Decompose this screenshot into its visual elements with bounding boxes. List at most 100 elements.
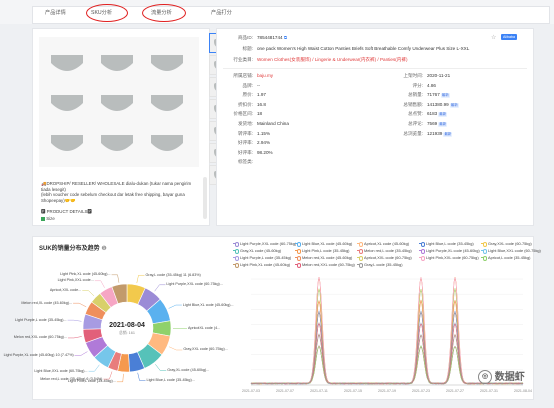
main-product-image: [39, 37, 199, 167]
sku-section-card: SUK的销量分布及趋势 ❶ 2021-08-04 总销: 161 Gray,L c…: [32, 236, 534, 400]
value-category[interactable]: Women Clothes(女装服饰) / Lingerie & Underwe…: [257, 57, 408, 63]
scrollbar[interactable]: [203, 177, 207, 219]
pie-leader-line: [169, 305, 182, 308]
size-row: Size: [41, 216, 55, 221]
pie-leader-line: [138, 373, 146, 381]
product-images-card: 🚚DROPSHIP/ RESELLER/ WHOLESALE dialu-duk…: [32, 28, 210, 226]
left-label-0: 所属店铺:: [217, 73, 253, 79]
star-icon[interactable]: ☆: [491, 34, 496, 41]
left-label-9: 标签类:: [217, 159, 253, 165]
left-label-6: 转评率:: [217, 131, 253, 137]
pie-label: Light Pink,XXL code...: [58, 278, 94, 282]
tab-product-score[interactable]: 产品打分: [211, 9, 232, 16]
alibaba-badge[interactable]: Alibaba: [501, 34, 517, 40]
x-tick-label: 2021-07-23: [412, 389, 430, 393]
pie-leader-line: [95, 281, 105, 288]
x-tick-label: 2021-07-11: [310, 389, 328, 393]
divider: [223, 68, 527, 69]
value-product-id[interactable]: 7854481744 ⧉: [257, 35, 287, 40]
pie-label: Light Blue,XXL code (60-75kg)...: [34, 369, 87, 373]
pie-label: Melon red,XXL code (60-75kg)...: [14, 335, 67, 339]
pie-label: Light Pink,XL code (45-60kg)...: [60, 272, 111, 276]
pie-leader-line: [68, 336, 82, 337]
x-tick-label: 2021-07-27: [446, 389, 464, 393]
value-title: one pack Women's High Waist Cotton Panti…: [257, 46, 469, 51]
right-label-4: 总点赞:: [387, 111, 423, 117]
left-value-1: --: [257, 83, 260, 88]
highlight-ring-sku: [86, 4, 128, 22]
pie-label: Light Purple,L code (35-45kg)...: [15, 318, 67, 322]
left-label-2: 原价:: [217, 92, 253, 98]
tab-product-detail[interactable]: 产品详情: [45, 9, 66, 16]
left-label-1: 品牌:: [217, 83, 253, 89]
pie-leader-line: [73, 303, 86, 307]
left-value-3: 16.8: [257, 102, 266, 107]
left-label-4: 价格区间:: [217, 111, 253, 117]
product-description: 🚚DROPSHIP/ RESELLER/ WHOLESALE dialu-duk…: [41, 181, 199, 203]
right-value-2: 71767 最新: [427, 92, 450, 98]
watermark-icon: ◎: [478, 370, 492, 384]
pie-label: Apricot,XXL code...: [50, 288, 81, 292]
right-value-6: 121939 最新: [427, 131, 452, 137]
pie-leader-line: [169, 347, 182, 350]
panties-grid-image: [39, 37, 199, 167]
field-title: 标题: one pack Women's High Waist Cotton P…: [217, 46, 533, 53]
product-id-text: 7854481744: [257, 35, 283, 40]
right-label-0: 上架时间:: [387, 73, 423, 79]
right-label-1: 评分:: [387, 83, 423, 89]
pie-leader-line: [68, 320, 82, 321]
right-label-6: 总浏览量:: [387, 131, 423, 137]
pie-label: ApricotXL code (4...: [188, 326, 220, 330]
pie-center-title: 2021-08-04: [109, 322, 145, 329]
pie-leader-line: [75, 352, 88, 356]
pie-label: Gray,L code (35-45kg) 11 (6.83%): [146, 273, 201, 277]
left-value-0[interactable]: baju.my: [257, 73, 273, 78]
trend-tag[interactable]: 最新: [450, 103, 459, 108]
field-category: 行业类目: Women Clothes(女装服饰) / Lingerie & U…: [217, 57, 533, 64]
left-value-5: Mainland China: [257, 121, 289, 126]
label-title: 标题:: [217, 46, 253, 52]
right-value-3: 141380.99 最新: [427, 102, 459, 108]
right-value-0: 2020-11-21: [427, 73, 450, 78]
label-product-id: 商品ID:: [217, 35, 253, 41]
pie-label: Light Purple,XXL code (60-75kg)...: [166, 282, 222, 286]
left-value-2: 1.97: [257, 92, 266, 97]
pie-leader-line: [155, 285, 166, 291]
pie-label: Gray,XXL code (60-75kg)...: [183, 347, 227, 351]
left-value-7: 2.94%: [257, 140, 270, 145]
pie-label: Light Blue,L code (35-45kg)...: [147, 378, 195, 382]
left-value-6: 1.15%: [257, 131, 270, 136]
pie-leader-line: [82, 290, 94, 296]
pie-label: Light Blue,XL code (45-60kg)...: [183, 303, 234, 307]
right-label-3: 总销售额:: [387, 102, 423, 108]
left-value-4: 18: [257, 111, 262, 116]
pie-label: Melon red,L code (35-45kg) 6 (3.54%): [40, 377, 102, 381]
field-product-id: 商品ID: 7854481744 ⧉ ☆ Alibaba: [217, 35, 533, 42]
x-tick-label: 2021-08-04: [514, 389, 532, 393]
right-value-4: 6183 最新: [427, 111, 447, 117]
checkbox-icon: [41, 217, 45, 221]
pie-leader-line: [112, 275, 119, 283]
pie-leader-line: [117, 374, 124, 382]
trend-tag[interactable]: 最新: [443, 132, 452, 137]
top-bar: 产品详情 SKU分析 流量分析 产品打分: [0, 0, 554, 24]
right-label-2: 总销量:: [387, 92, 423, 98]
left-label-7: 好评率:: [217, 140, 253, 146]
left-value-8: 98.20%: [257, 150, 273, 155]
pie-center-sub: 总销: 161: [119, 330, 135, 335]
highlight-ring-traffic: [142, 4, 186, 22]
pie-leader-line: [137, 275, 145, 283]
right-value-5: 7569 最新: [427, 121, 447, 127]
watermark-text: 数据虾: [495, 372, 525, 383]
trend-tag[interactable]: 最新: [438, 112, 447, 117]
trend-tag[interactable]: 最新: [438, 122, 447, 127]
pie-leader-line: [89, 365, 100, 371]
right-label-5: 总评论:: [387, 121, 423, 127]
copy-icon[interactable]: ⧉: [284, 35, 287, 40]
left-label-3: 折扣价:: [217, 102, 253, 108]
trend-tag[interactable]: 最新: [441, 93, 450, 98]
left-label-8: 好评率:: [217, 150, 253, 156]
label-category: 行业类目:: [217, 57, 253, 63]
pie-label: Gray,XL code (45-60kg)...: [167, 368, 209, 372]
pie-label: Light Purple,XL code (45-60kg) 10 (7.47%…: [4, 353, 74, 357]
